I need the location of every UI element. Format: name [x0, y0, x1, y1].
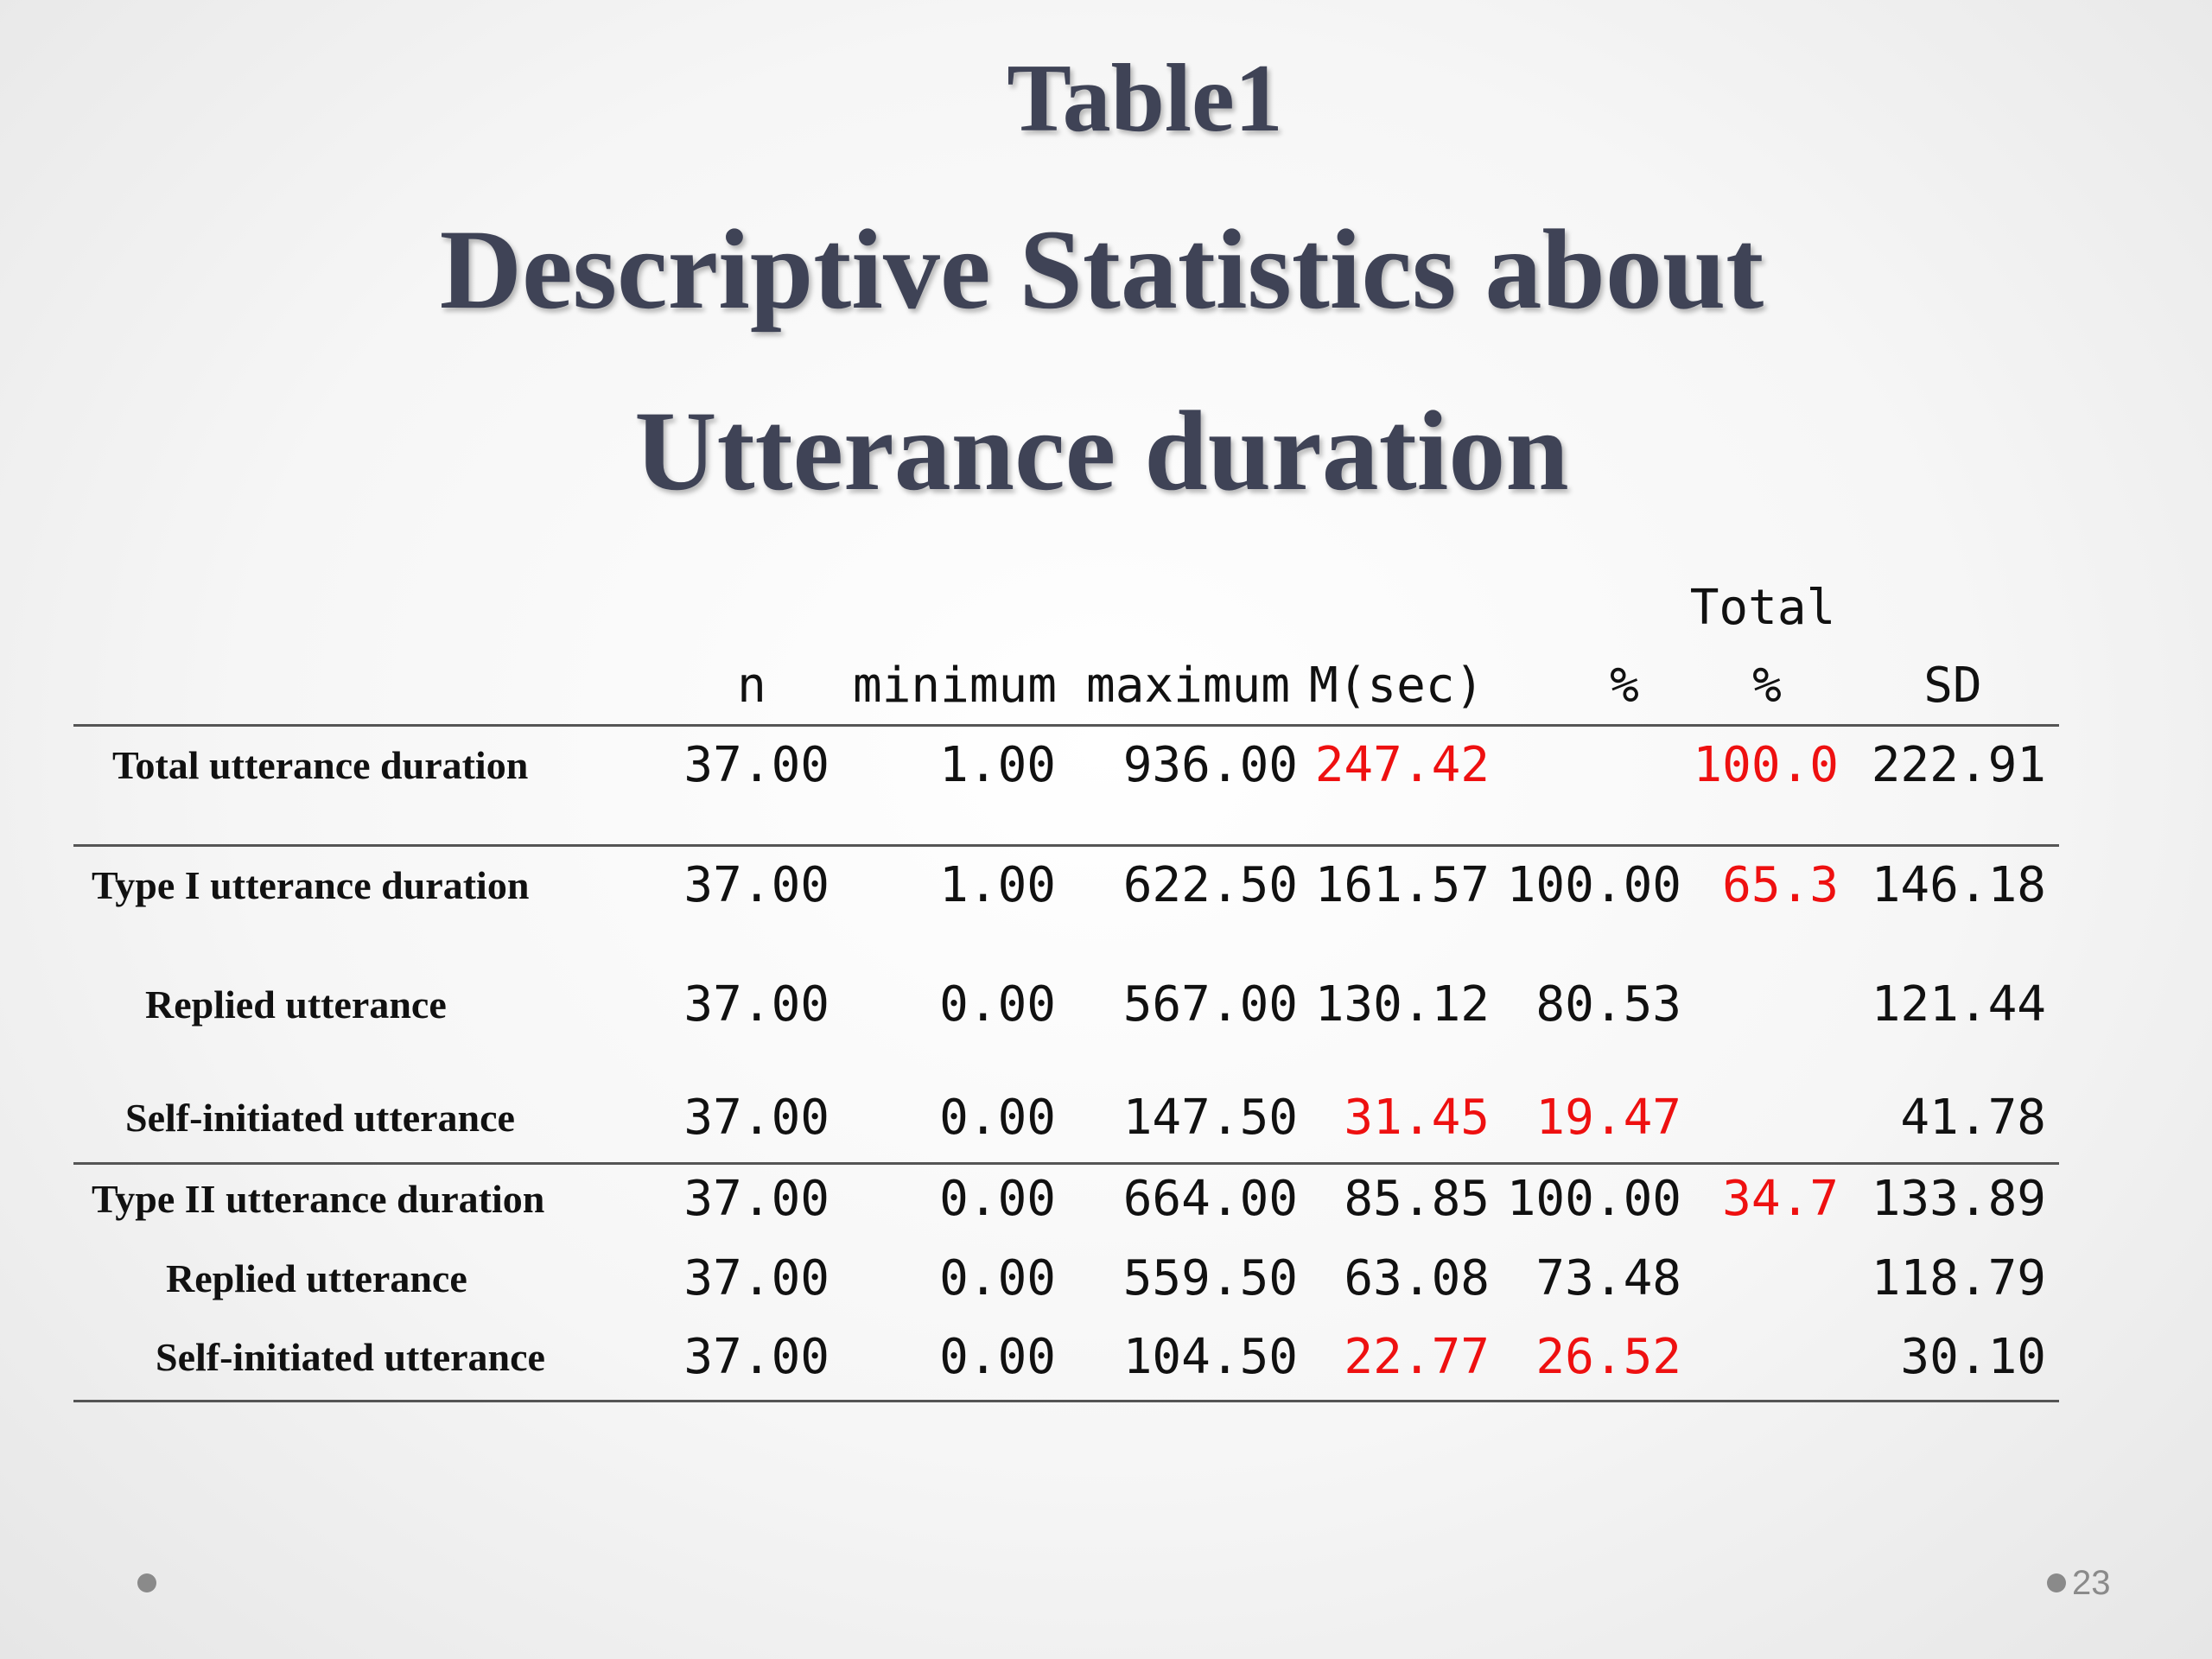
- cell-minimum: 1.00: [939, 857, 1056, 913]
- row-label: Type II utterance duration: [92, 1177, 545, 1221]
- cell-total-percent: 100.0: [1693, 737, 1839, 793]
- cell-mean: 85.85: [1344, 1171, 1490, 1227]
- cell-total-percent: 65.3: [1722, 857, 1839, 913]
- header-total-percent: %: [1752, 658, 1782, 714]
- cell-minimum: 1.00: [939, 737, 1056, 793]
- table-rule-2: [73, 1162, 2059, 1165]
- cell-total-percent: 34.7: [1722, 1171, 1839, 1227]
- slide-label: Table1: [1007, 45, 1283, 152]
- cell-sd: 146.18: [1871, 857, 2046, 913]
- slide-title-line2: Utterance duration: [634, 387, 1569, 514]
- header-minimum: minimum: [852, 658, 1057, 714]
- bullet-left: [137, 1573, 156, 1592]
- cell-minimum: 0.00: [939, 1329, 1056, 1385]
- cell-minimum: 0.00: [939, 976, 1056, 1033]
- page-number: 23: [2072, 1564, 2111, 1602]
- header-n: n: [737, 658, 766, 714]
- cell-mean: 31.45: [1344, 1090, 1490, 1146]
- cell-maximum: 664.00: [1122, 1171, 1298, 1227]
- bullet-right: [2047, 1573, 2066, 1592]
- row-label: Self-initiated utterance: [125, 1096, 515, 1140]
- cell-n: 37.00: [683, 1171, 830, 1227]
- cell-maximum: 147.50: [1122, 1090, 1298, 1146]
- cell-mean: 130.12: [1314, 976, 1490, 1033]
- table-rule-top: [73, 724, 2059, 727]
- cell-percent: 100.00: [1506, 857, 1681, 913]
- table-rule-bottom: [73, 1400, 2059, 1402]
- cell-n: 37.00: [683, 857, 830, 913]
- cell-maximum: 567.00: [1122, 976, 1298, 1033]
- cell-percent: 26.52: [1535, 1329, 1681, 1385]
- cell-mean: 22.77: [1344, 1329, 1490, 1385]
- header-percent: %: [1610, 658, 1639, 714]
- row-label: Type I utterance duration: [92, 863, 530, 907]
- cell-sd: 121.44: [1871, 976, 2046, 1033]
- cell-n: 37.00: [683, 737, 830, 793]
- row-label: Self-initiated utterance: [156, 1335, 545, 1379]
- cell-n: 37.00: [683, 1329, 830, 1385]
- cell-minimum: 0.00: [939, 1171, 1056, 1227]
- cell-mean: 161.57: [1314, 857, 1490, 913]
- cell-percent: 100.00: [1506, 1171, 1681, 1227]
- header-total: Total: [1689, 580, 1836, 636]
- row-label: Replied utterance: [166, 1256, 467, 1300]
- cell-maximum: 104.50: [1122, 1329, 1298, 1385]
- cell-maximum: 936.00: [1122, 737, 1298, 793]
- cell-percent: 73.48: [1535, 1250, 1681, 1306]
- row-label: Total utterance duration: [112, 743, 529, 787]
- cell-mean: 247.42: [1314, 737, 1490, 793]
- table-rule-1: [73, 844, 2059, 847]
- cell-sd: 30.10: [1900, 1329, 2046, 1385]
- cell-mean: 63.08: [1344, 1250, 1490, 1306]
- header-sd: SD: [1923, 658, 1982, 714]
- cell-minimum: 0.00: [939, 1250, 1056, 1306]
- cell-n: 37.00: [683, 1250, 830, 1306]
- cell-percent: 80.53: [1535, 976, 1681, 1033]
- cell-n: 37.00: [683, 976, 830, 1033]
- cell-sd: 222.91: [1871, 737, 2046, 793]
- slide-title-line1: Descriptive Statistics about: [439, 206, 1764, 333]
- header-maximum: maximum: [1085, 658, 1290, 714]
- cell-sd: 41.78: [1900, 1090, 2046, 1146]
- cell-maximum: 559.50: [1122, 1250, 1298, 1306]
- cell-n: 37.00: [683, 1090, 830, 1146]
- cell-percent: 19.47: [1535, 1090, 1681, 1146]
- cell-minimum: 0.00: [939, 1090, 1056, 1146]
- cell-sd: 133.89: [1871, 1171, 2046, 1227]
- row-label: Replied utterance: [145, 982, 447, 1027]
- header-mean: M(sec): [1309, 658, 1484, 714]
- cell-sd: 118.79: [1871, 1250, 2046, 1306]
- cell-maximum: 622.50: [1122, 857, 1298, 913]
